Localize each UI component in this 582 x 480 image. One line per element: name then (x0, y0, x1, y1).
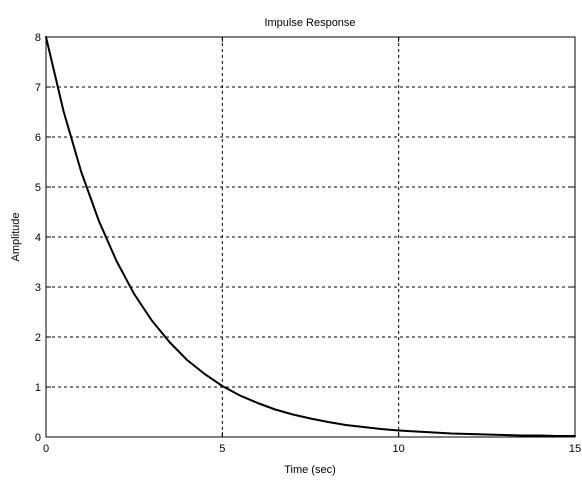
x-axis-title: Time (sec) (284, 464, 336, 476)
y-tick-label: 2 (35, 332, 41, 344)
y-tick-label: 0 (35, 432, 41, 444)
y-tick-label: 1 (35, 382, 41, 394)
series-line-layer (45, 36, 576, 437)
y-tick-label: 7 (35, 82, 41, 94)
y-tick-labels: 0 1 2 3 4 5 6 7 8 (35, 32, 41, 444)
x-tick-label: 10 (393, 443, 405, 455)
x-tick-label: 5 (219, 443, 225, 455)
y-tick-label: 8 (35, 32, 41, 44)
grid-lines (46, 37, 575, 437)
x-tick-label: 15 (569, 443, 581, 455)
x-tick-labels: 0 5 10 15 (43, 443, 581, 455)
y-tick-label: 4 (35, 232, 41, 244)
y-tick-label: 3 (35, 282, 41, 294)
y-tick-label: 6 (35, 132, 41, 144)
x-tick-label: 0 (43, 443, 49, 455)
tick-marks (45, 36, 576, 438)
y-tick-label: 5 (35, 182, 41, 194)
y-axis-title: Amplitude (10, 213, 22, 262)
chart-title: Impulse Response (264, 17, 355, 29)
impulse-response-line (45, 36, 576, 437)
